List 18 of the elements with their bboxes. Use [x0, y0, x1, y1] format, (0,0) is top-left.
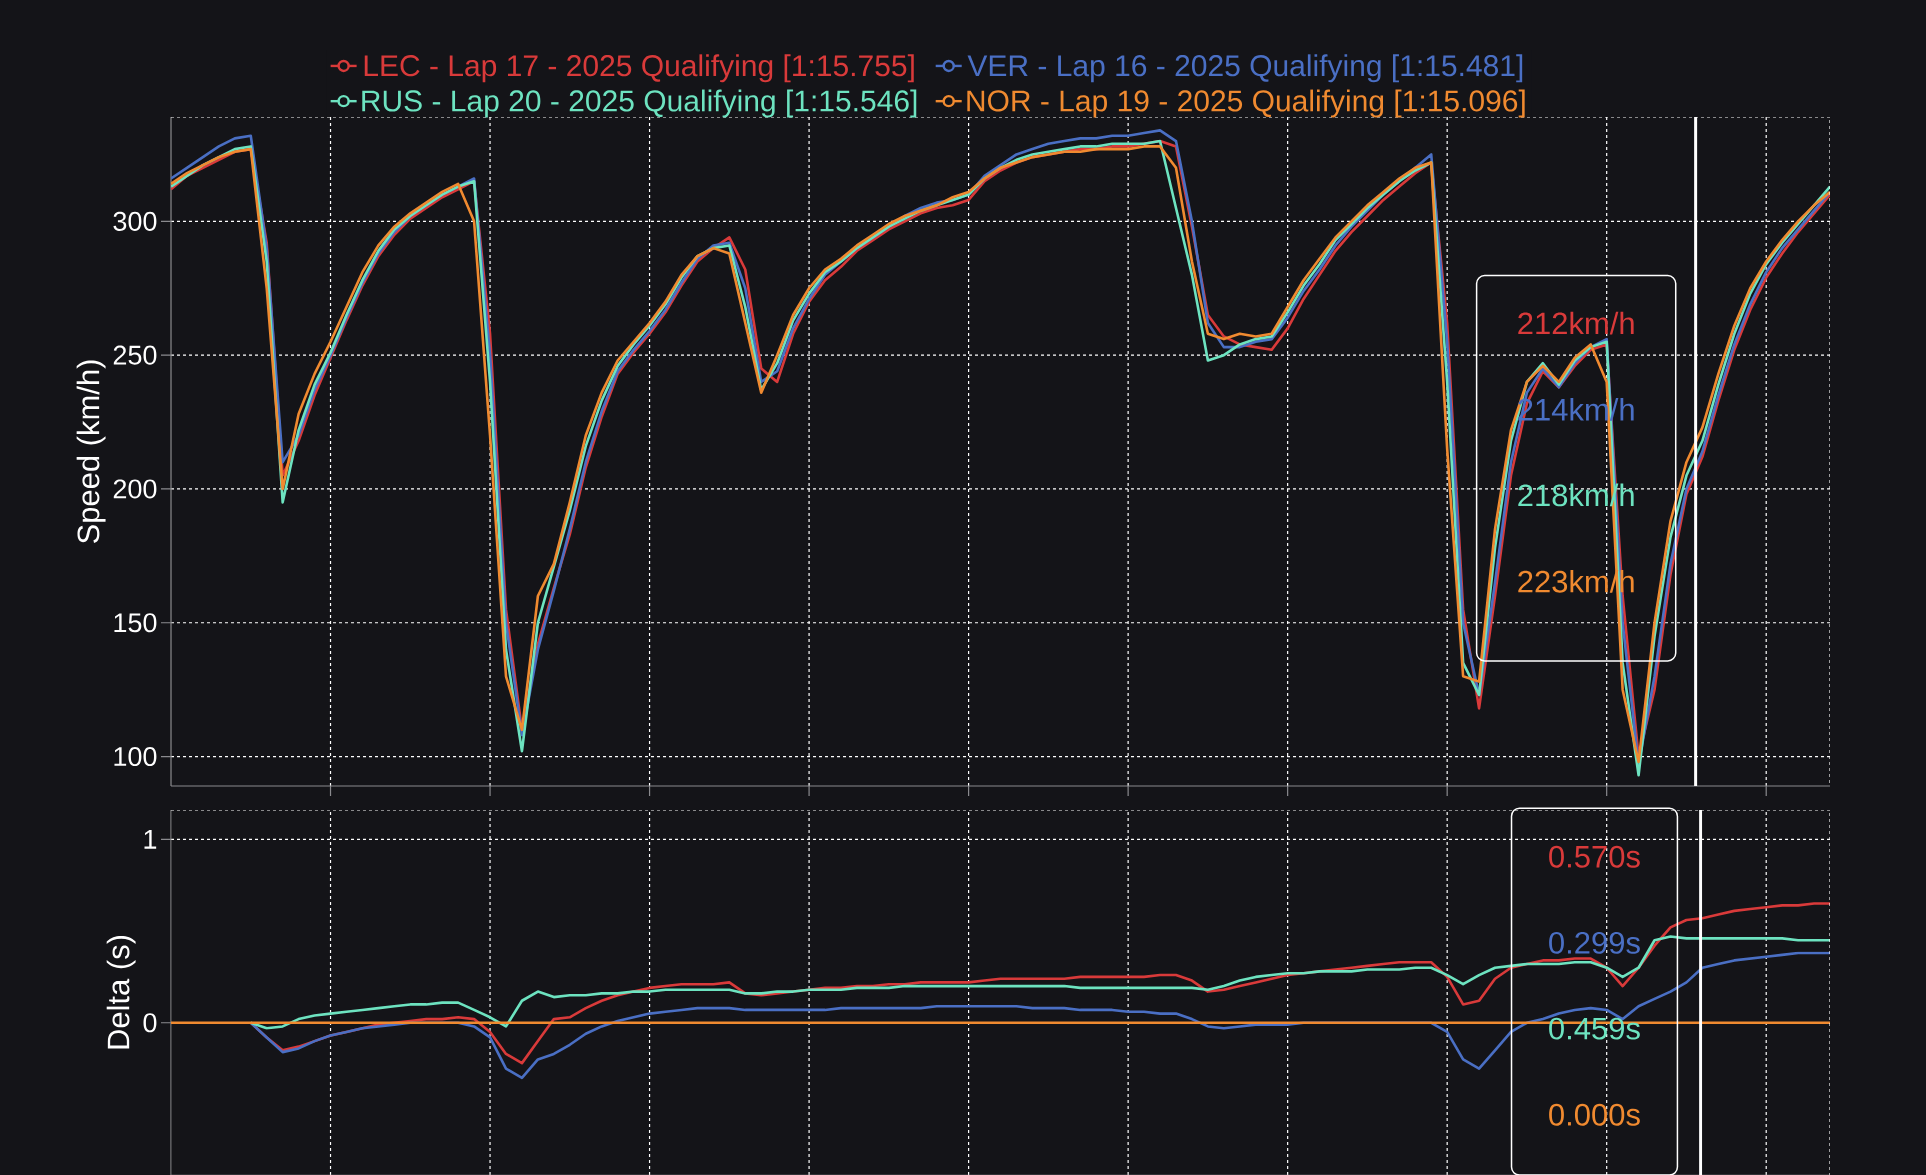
legend-label: NOR - Lap 19 - 2025 Qualifying [1:15.096] [967, 89, 1525, 118]
y-tick-label: 150 [114, 613, 157, 633]
annotation: 0.570s [1549, 845, 1640, 868]
legend-label: RUS - Lap 20 - 2025 Qualifying [1:15.546] [362, 89, 917, 118]
y-axis-title: Speed (km/h) [76, 360, 106, 544]
annotation: 0.000s [1549, 1103, 1640, 1126]
legend-label: LEC - Lap 17 - 2025 Qualifying [1:15.755] [364, 54, 914, 83]
annotation: 0.459s [1549, 1017, 1640, 1040]
legend-label: VER - Lap 16 - 2025 Qualifying [1:15.481] [967, 54, 1523, 83]
y-tick-label: 1 [144, 830, 157, 849]
y-axis-title: Delta (s) [106, 935, 136, 1049]
y-tick-label: 250 [113, 345, 157, 365]
annotation: 212km/h [1518, 311, 1634, 335]
y-tick-label: 300 [113, 211, 157, 231]
y-tick-label: 0 [143, 1013, 157, 1033]
y-tick-label: 100 [114, 747, 157, 767]
annotation: 0.299s [1549, 931, 1640, 954]
y-tick-label: 200 [113, 479, 157, 499]
